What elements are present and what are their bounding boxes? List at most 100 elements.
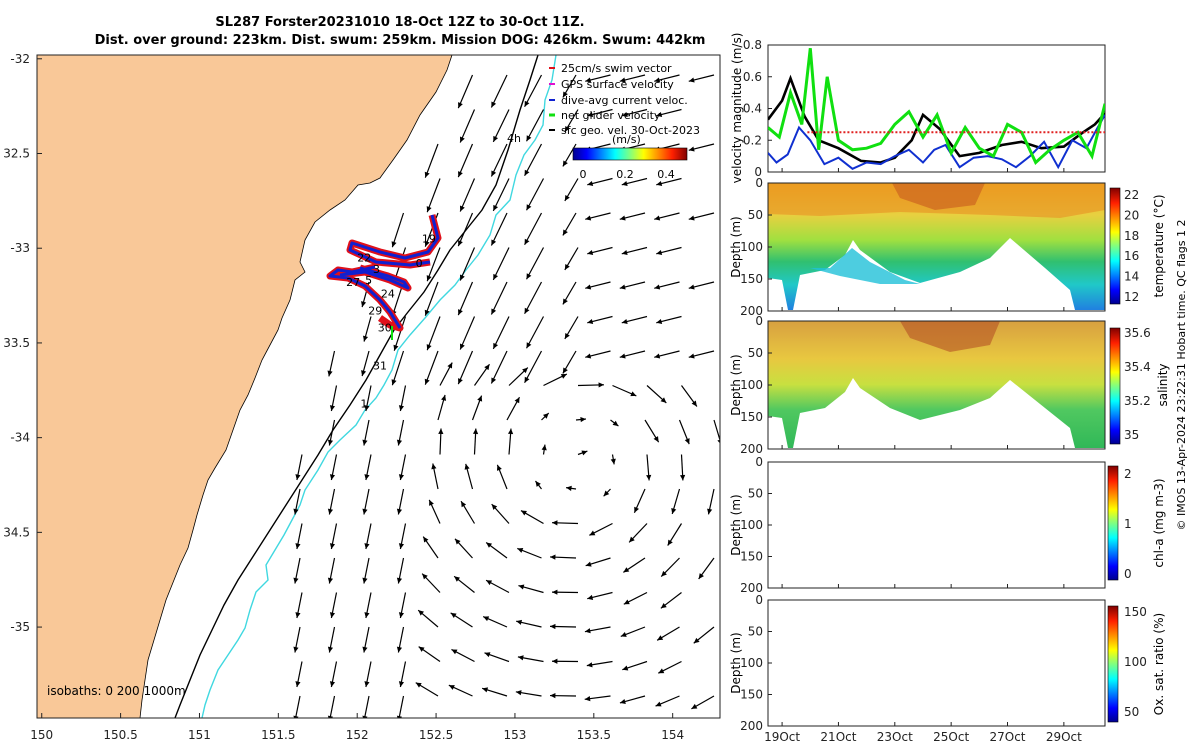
- velocity-vector-head: [391, 379, 397, 386]
- chla-panel: Depth (m) chl-a (mg m-3): [729, 461, 1166, 589]
- velocity-vector-head: [688, 353, 695, 359]
- velocity-vector: [524, 281, 543, 315]
- velocity-vector-head: [661, 570, 667, 577]
- map-legend: 25cm/s swim vector GPS surface velocity …: [549, 62, 700, 181]
- velocity-vector-head: [612, 420, 619, 427]
- title-line-1: SL287 Forster20231010 18-Oct 12Z to 30-O…: [215, 15, 585, 30]
- colorbar-tick-label: 35.6: [1124, 326, 1151, 340]
- colorbar-tick-label: 35.2: [1124, 394, 1151, 408]
- velocity-vector-head: [418, 610, 424, 616]
- velocity-vector-head: [654, 77, 661, 83]
- depth-tick-label: 200: [740, 719, 763, 733]
- velocity-vector-head: [526, 273, 532, 280]
- day-label: 0: [416, 257, 423, 270]
- chla-colorbar: [1107, 465, 1119, 581]
- velocity-vector: [524, 212, 543, 246]
- velocity-vector: [492, 109, 510, 143]
- velocity-vector-head: [587, 180, 594, 187]
- oxygen-cbar-label: Ox. sat. ratio (%): [1152, 613, 1166, 715]
- velocity-vector-head: [656, 180, 663, 187]
- velocity-vector-head: [424, 240, 430, 247]
- map-ytick-label: -34: [10, 431, 30, 445]
- colorbar-tick-label: 35: [1124, 428, 1139, 442]
- velocity-vector-head: [514, 397, 520, 404]
- velocity-vector-head: [524, 169, 530, 176]
- velocity-ytick-label: 0.4: [743, 102, 762, 116]
- colorbar-tick-label: 14: [1124, 270, 1139, 284]
- velocity-vector-head: [329, 543, 336, 549]
- velocity-vector-head: [327, 715, 334, 718]
- velocity-vector: [457, 74, 474, 109]
- colorbar-tick-label: 100: [1124, 655, 1147, 669]
- velocity-vector: [525, 178, 545, 211]
- surface-velocity-vectors: [293, 74, 720, 718]
- depth-tick-label: 0: [755, 176, 763, 190]
- velocity-ylabel: velocity magnitude (m/s): [730, 33, 744, 184]
- colorbar-tick-label: 1: [1124, 517, 1132, 531]
- velocity-vector-head: [634, 506, 639, 513]
- glider-track: [326, 214, 442, 340]
- velocity-vector-head: [541, 444, 547, 451]
- isobath-200m: [174, 55, 539, 718]
- date-tick-label: 25Oct: [933, 730, 969, 744]
- velocity-vector-head: [459, 274, 465, 281]
- velocity-vector-head: [458, 171, 463, 178]
- map-xtick-label: 153.5: [577, 728, 611, 742]
- velocity-vector: [524, 350, 543, 384]
- velocity-vector-head: [362, 646, 368, 653]
- velocity-vector: [391, 350, 405, 386]
- velocity-vector-head: [684, 438, 690, 445]
- velocity-vector-head: [458, 240, 463, 247]
- velocity-vector-head: [424, 309, 430, 316]
- velocity-vector-head: [587, 594, 594, 600]
- velocity-panel: 0 0.2 0.4 0.6 0.8 velocity magnitude (m/s): [730, 33, 1106, 184]
- velocity-vector-head: [458, 309, 463, 316]
- velocity-vector-head: [329, 612, 336, 618]
- velocity-vector-head: [587, 249, 594, 256]
- chla-ylabel: Depth (m): [729, 494, 743, 555]
- velocity-vector-head: [717, 439, 720, 444]
- figure-title: SL287 Forster20231010 18-Oct 12Z to 30-O…: [60, 14, 740, 50]
- velocity-vector-head: [620, 632, 627, 637]
- velocity-vector-head: [517, 655, 524, 661]
- velocity-vector-head: [459, 136, 465, 143]
- velocity-ytick-label: 0.8: [743, 38, 762, 52]
- velocity-vector-head: [688, 146, 695, 152]
- velocity-vector-head: [483, 616, 490, 622]
- map-ytick-label: 33.5: [3, 336, 30, 350]
- map-xtick-label: 154: [661, 728, 684, 742]
- velocity-vector: [457, 350, 474, 385]
- velocity-vector-head: [630, 391, 637, 397]
- depth-tick-label: 50: [748, 208, 763, 222]
- depth-tick-label: 100: [740, 240, 763, 254]
- velocity-vector: [457, 281, 474, 316]
- velocity-vector-head: [585, 215, 592, 221]
- velocity-vector-head: [623, 599, 630, 605]
- colorbar-tick-label: 35.4: [1124, 360, 1151, 374]
- day-label: 4h: [507, 132, 521, 145]
- depth-tick-label: 100: [740, 656, 763, 670]
- velocity-vector-head: [562, 367, 568, 374]
- map-ytick-label: -32: [10, 52, 30, 66]
- colorbar-tick-1: 0.2: [616, 168, 634, 181]
- temperature-panel: Depth (m) temperature (°C): [729, 182, 1166, 312]
- velocity-vector-head: [698, 573, 704, 579]
- velocity-vector-head: [622, 665, 629, 671]
- velocity-vector-head: [491, 239, 497, 246]
- velocity-vector-head: [491, 101, 497, 108]
- velocity-vector-head: [562, 298, 568, 305]
- velocity-vector-head: [364, 681, 370, 687]
- velocity-vector: [426, 316, 441, 351]
- speed-colorbar: [572, 147, 688, 161]
- velocity-vector-head: [450, 612, 457, 619]
- velocity-vector-head: [295, 612, 301, 618]
- map-xtick-label: 150.5: [103, 728, 137, 742]
- velocity-vector: [424, 350, 439, 385]
- velocity-vector-head: [362, 577, 368, 584]
- velocity-vector: [490, 74, 508, 108]
- velocity-vector-head: [589, 530, 596, 536]
- velocity-vector: [426, 178, 441, 213]
- velocity-vector-head: [603, 490, 610, 497]
- oxygen-axes: [767, 599, 1106, 727]
